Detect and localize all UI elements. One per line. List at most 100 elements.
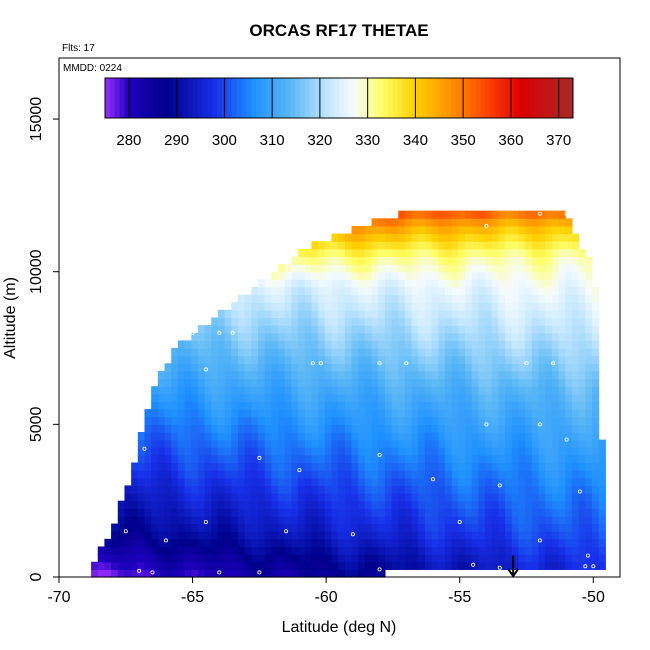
heatmap-cell (331, 241, 339, 250)
heatmap-cell (364, 271, 373, 280)
heatmap-cell (545, 317, 553, 326)
heatmap-cell (151, 439, 159, 448)
heatmap-cell (131, 470, 139, 479)
heatmap-cell (164, 447, 172, 456)
heatmap-cell (398, 508, 406, 517)
heatmap-cell (284, 462, 293, 471)
heatmap-cell (251, 332, 259, 341)
heatmap-cell (177, 569, 186, 578)
heatmap-cell (505, 317, 513, 326)
heatmap-cell (338, 485, 346, 494)
heatmap-cell (465, 393, 473, 403)
heatmap-cell (157, 393, 166, 403)
heatmap-cell (571, 332, 580, 341)
heatmap-cell (498, 546, 506, 555)
heatmap-cell (231, 569, 239, 578)
heatmap-cell (364, 401, 373, 410)
heatmap-cell (137, 554, 146, 563)
heatmap-cell (391, 431, 399, 441)
heatmap-cell (204, 561, 212, 570)
heatmap-cell (371, 233, 379, 242)
heatmap-cell (151, 493, 159, 502)
heatmap-cell (471, 348, 480, 357)
heatmap-cell (184, 485, 192, 494)
heatmap-cell (378, 409, 386, 418)
heatmap-cell (384, 500, 393, 509)
heatmap-cell (318, 332, 326, 341)
heatmap-cell (565, 477, 573, 487)
heatmap-cell (431, 302, 439, 311)
heatmap-cell (451, 241, 459, 250)
heatmap-cell (598, 531, 606, 540)
heatmap-cell (344, 523, 353, 532)
heatmap-cell (364, 531, 373, 540)
heatmap-cell (538, 424, 546, 433)
heatmap-cell (431, 462, 439, 471)
colorbar-tick-label: 360 (498, 132, 523, 149)
heatmap-cell (571, 416, 580, 425)
heatmap-cell (398, 477, 406, 487)
heatmap-cell (558, 294, 566, 303)
heatmap-cell (518, 233, 526, 242)
heatmap-cell (237, 340, 246, 349)
heatmap-cell (545, 271, 553, 280)
heatmap-cell (131, 515, 139, 525)
colorbar-segment (563, 78, 569, 118)
heatmap-cell (211, 493, 219, 502)
heatmap-cell (351, 470, 359, 479)
heatmap-cell (237, 462, 246, 471)
heatmap-cell (364, 508, 373, 517)
heatmap-cell (304, 470, 313, 479)
heatmap-cell (311, 554, 319, 563)
heatmap-cell (478, 256, 486, 265)
heatmap-cell (204, 325, 212, 334)
heatmap-cell (171, 569, 179, 578)
heatmap-cell (485, 416, 493, 425)
heatmap-cell (451, 302, 459, 311)
heatmap-cell (445, 325, 453, 334)
track-point (377, 567, 382, 572)
heatmap-cell (251, 439, 259, 448)
heatmap-cell (284, 454, 293, 464)
heatmap-cell (144, 523, 152, 532)
colorbar-segment (300, 78, 306, 118)
heatmap-cell (518, 554, 526, 563)
heatmap-cell (244, 355, 252, 364)
heatmap-cell (424, 386, 433, 395)
heatmap-cell (398, 355, 406, 364)
heatmap-cell (291, 325, 299, 334)
heatmap-cell (291, 515, 299, 525)
heatmap-cell (217, 538, 226, 548)
heatmap-cell (505, 279, 513, 288)
heatmap-cell (364, 447, 373, 456)
heatmap-cell (144, 424, 152, 433)
heatmap-cell (485, 218, 493, 227)
heatmap-cell (371, 424, 379, 433)
heatmap-cell (324, 325, 333, 334)
heatmap-cell (378, 256, 386, 265)
heatmap-cell (445, 363, 453, 372)
heatmap-cell (311, 470, 319, 479)
heatmap-cell (304, 508, 313, 517)
colorbar-segment (543, 78, 550, 118)
heatmap-cell (131, 500, 139, 509)
heatmap-cell (204, 348, 212, 357)
heatmap-cell (258, 447, 266, 456)
heatmap-cell (358, 248, 366, 258)
heatmap-cell (384, 256, 393, 265)
heatmap-cell (131, 569, 139, 578)
heatmap-cell (571, 248, 580, 258)
heatmap-cell (505, 309, 513, 319)
heatmap-cell (591, 386, 600, 395)
heatmap-cell (591, 363, 600, 372)
heatmap-cell (131, 523, 139, 532)
heatmap-cell (404, 248, 413, 258)
heatmap-cell (511, 348, 520, 357)
heatmap-cell (378, 286, 386, 296)
heatmap-cell (598, 538, 606, 548)
heatmap-cell (358, 500, 366, 509)
heatmap-cell (291, 500, 299, 509)
heatmap-cell (418, 401, 426, 410)
track-point (497, 565, 502, 570)
heatmap-cell (411, 325, 419, 334)
